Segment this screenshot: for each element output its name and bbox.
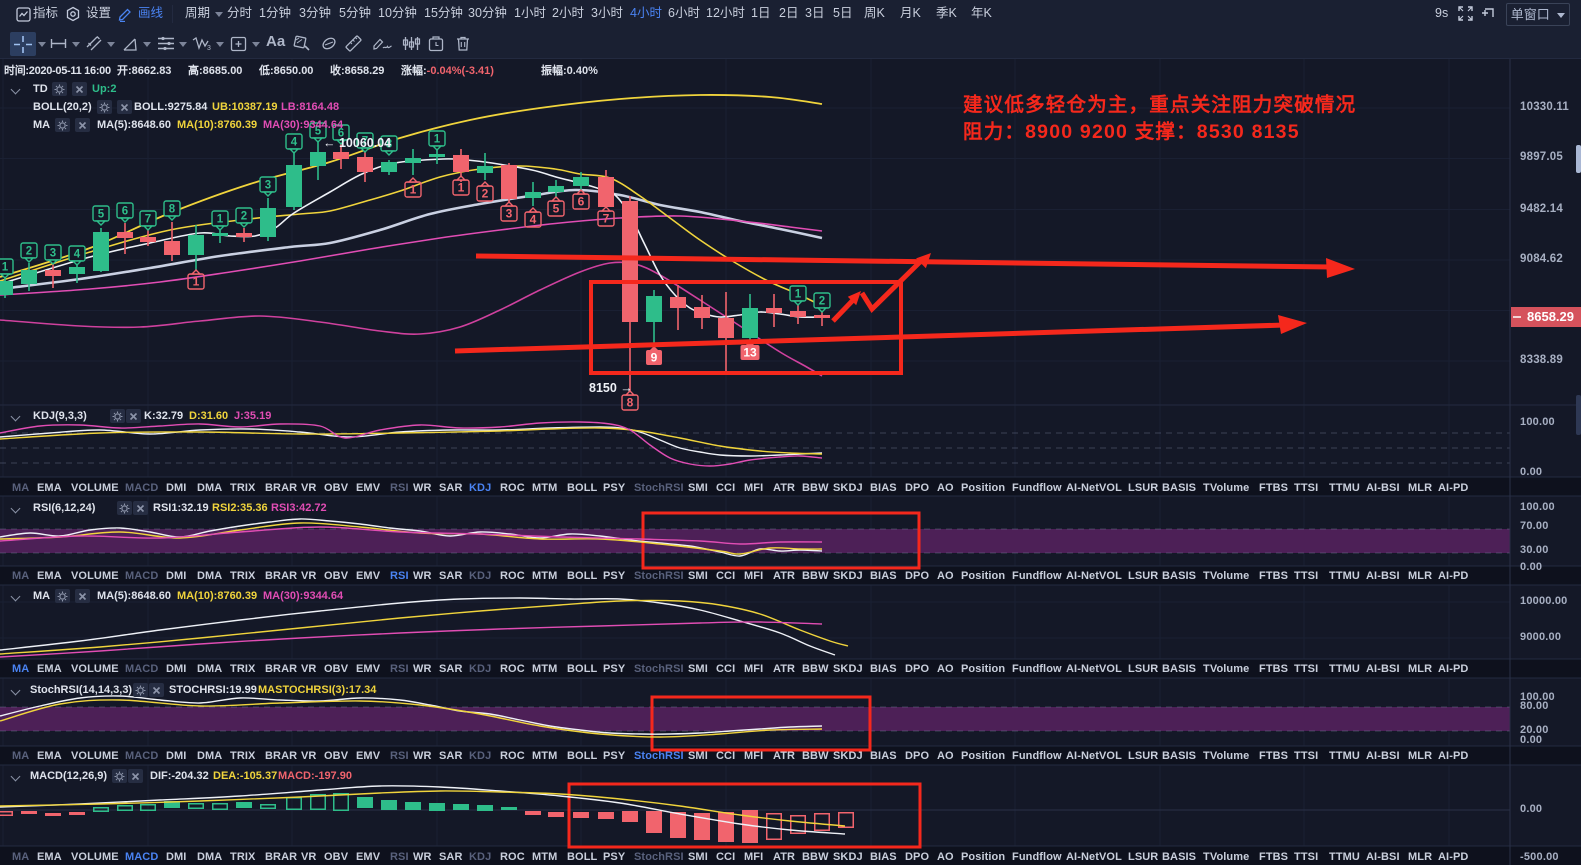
svg-text:2: 2 (819, 296, 825, 308)
svg-text:7: 7 (362, 136, 368, 148)
svg-text:8: 8 (386, 139, 393, 151)
svg-text:2: 2 (26, 246, 32, 258)
svg-text:3: 3 (506, 207, 513, 221)
svg-text:1: 1 (193, 275, 200, 289)
svg-text:1: 1 (458, 181, 465, 195)
svg-text:5: 5 (315, 126, 322, 138)
svg-text:13: 13 (743, 346, 757, 360)
svg-text:9: 9 (651, 351, 658, 365)
svg-text:2: 2 (241, 211, 247, 223)
svg-text:1: 1 (2, 262, 9, 274)
svg-text:6: 6 (578, 195, 585, 209)
svg-text:8150 →: 8150 → (589, 381, 633, 395)
svg-text:6: 6 (338, 128, 344, 140)
svg-text:4: 4 (74, 249, 81, 261)
svg-text:3: 3 (265, 180, 271, 192)
svg-text:5: 5 (98, 209, 105, 221)
svg-text:5: 5 (553, 202, 560, 216)
svg-text:7: 7 (145, 214, 151, 226)
svg-text:← 10060.04: ← 10060.04 (323, 136, 391, 150)
svg-text:4: 4 (291, 137, 298, 149)
svg-text:1: 1 (795, 289, 802, 301)
svg-text:1: 1 (434, 134, 441, 146)
svg-text:8658.29: 8658.29 (1527, 309, 1574, 324)
svg-text:1: 1 (217, 214, 224, 226)
svg-text:1: 1 (410, 183, 417, 197)
svg-text:4: 4 (530, 213, 537, 227)
svg-text:7: 7 (603, 212, 610, 226)
svg-text:8: 8 (169, 204, 176, 216)
svg-text:6: 6 (122, 206, 128, 218)
svg-text:3: 3 (50, 248, 56, 260)
svg-text:2: 2 (482, 187, 489, 201)
svg-text:8: 8 (627, 396, 634, 410)
svg-text:3: 3 (207, 45, 211, 51)
